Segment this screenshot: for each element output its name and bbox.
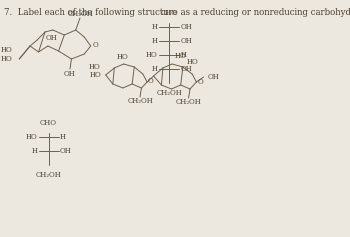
Text: HO: HO bbox=[0, 55, 12, 63]
Text: HO: HO bbox=[186, 58, 198, 66]
Text: H: H bbox=[152, 65, 158, 73]
Text: OH: OH bbox=[46, 34, 57, 42]
Text: HO: HO bbox=[89, 63, 101, 71]
Text: CH₂OH: CH₂OH bbox=[67, 10, 93, 18]
Text: OH: OH bbox=[63, 70, 75, 78]
Text: OH: OH bbox=[207, 73, 219, 81]
Text: CHO: CHO bbox=[40, 119, 57, 127]
Text: O: O bbox=[92, 41, 98, 49]
Text: H: H bbox=[152, 23, 158, 31]
Text: HO: HO bbox=[0, 46, 12, 54]
Text: CH₂OH: CH₂OH bbox=[176, 98, 202, 106]
Text: HO: HO bbox=[146, 51, 158, 59]
Text: H: H bbox=[152, 37, 158, 45]
Text: O: O bbox=[148, 77, 154, 85]
Text: O: O bbox=[197, 78, 203, 86]
Text: CHO: CHO bbox=[161, 9, 178, 17]
Text: 7.  Label each of the following structure as a reducing or nonreducing carbohydr: 7. Label each of the following structure… bbox=[4, 8, 350, 17]
Text: CH₂OH: CH₂OH bbox=[156, 89, 182, 97]
Text: HO: HO bbox=[175, 52, 187, 60]
Text: HO: HO bbox=[90, 71, 102, 79]
Text: OH: OH bbox=[181, 65, 192, 73]
Text: OH: OH bbox=[181, 23, 192, 31]
Text: H: H bbox=[60, 133, 66, 141]
Text: OH: OH bbox=[181, 37, 192, 45]
Text: H: H bbox=[31, 147, 37, 155]
Text: CH₂OH: CH₂OH bbox=[36, 171, 62, 179]
Text: CH₂OH: CH₂OH bbox=[127, 97, 153, 105]
Text: HO: HO bbox=[117, 53, 129, 61]
Text: OH: OH bbox=[60, 147, 72, 155]
Text: H: H bbox=[181, 51, 187, 59]
Text: HO: HO bbox=[26, 133, 37, 141]
